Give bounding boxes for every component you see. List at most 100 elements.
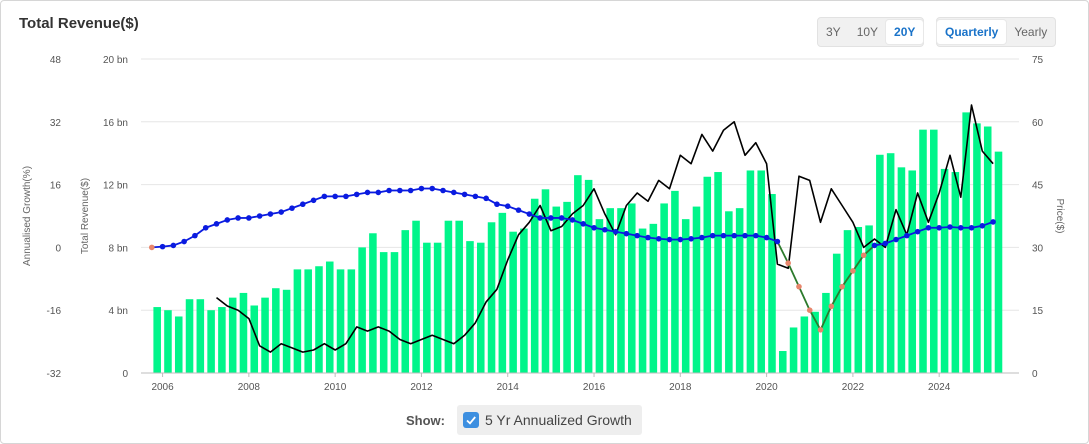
revenue-bar xyxy=(789,327,798,373)
growth-point xyxy=(860,252,867,259)
growth-point xyxy=(817,327,824,333)
revenue-bar xyxy=(584,179,593,373)
growth-tick-label: 32 xyxy=(50,118,62,129)
period-button-quarterly[interactable]: Quarterly xyxy=(937,20,1007,44)
revenue-bar xyxy=(671,190,679,373)
growth-point xyxy=(397,187,403,194)
growth-point xyxy=(655,235,662,242)
growth-segment xyxy=(798,286,811,311)
revenue-bar xyxy=(897,167,906,373)
growth-point xyxy=(375,189,382,196)
period-button-yearly[interactable]: Yearly xyxy=(1014,25,1048,39)
growth-tick-label: 48 xyxy=(50,55,62,66)
revenue-bar xyxy=(498,212,507,373)
growth-point xyxy=(968,224,975,231)
revenue-bar xyxy=(433,242,442,373)
growth-point xyxy=(580,221,587,227)
revenue-bar xyxy=(487,222,496,373)
x-tick-label: 2018 xyxy=(669,382,692,393)
price-tick-label: 60 xyxy=(1032,118,1044,129)
x-tick-label: 2012 xyxy=(410,382,433,393)
growth-tick-label: 0 xyxy=(55,243,61,254)
revenue-bar xyxy=(930,129,938,373)
growth-segment xyxy=(841,270,854,288)
revenue-bar xyxy=(940,168,949,373)
growth-point xyxy=(202,224,209,231)
revenue-bar xyxy=(735,208,744,373)
growth-point xyxy=(192,232,198,239)
revenue-bar xyxy=(822,292,830,373)
growth-point xyxy=(472,193,479,200)
revenue-bar xyxy=(466,241,474,373)
growth-point xyxy=(267,211,274,217)
revenue-bar xyxy=(293,269,302,373)
revenue-bar xyxy=(272,288,280,373)
price-tick-label: 45 xyxy=(1032,181,1044,192)
growth-point xyxy=(602,226,608,233)
revenue-bar xyxy=(304,269,312,373)
growth-point xyxy=(235,215,241,221)
x-tick-label: 2020 xyxy=(755,382,778,393)
growth-axis-title: Annualised Growth(%) xyxy=(22,166,33,266)
growth-point xyxy=(440,187,446,194)
growth-point xyxy=(720,232,727,239)
price-tick-label: 75 xyxy=(1032,55,1044,66)
revenue-bar xyxy=(541,189,550,373)
growth-point xyxy=(494,201,500,208)
growth-point xyxy=(709,232,716,239)
growth-point xyxy=(699,234,705,241)
range-button-10y[interactable]: 10Y xyxy=(856,25,879,39)
growth-point xyxy=(418,185,425,192)
growth-point xyxy=(256,213,263,219)
growth-segment xyxy=(852,254,865,272)
revenue-bar xyxy=(660,203,668,373)
revenue-bar xyxy=(455,220,463,373)
revenue-bar xyxy=(196,299,205,373)
growth-point xyxy=(753,232,759,239)
revenue-bar xyxy=(757,170,765,373)
price-tick-label: 0 xyxy=(1032,369,1038,380)
revenue-axis-title: Total Revenue($) xyxy=(80,178,91,254)
growth-segment xyxy=(819,305,833,331)
revenue-bar xyxy=(627,203,636,373)
growth-point xyxy=(634,232,640,239)
growth-point xyxy=(148,244,155,251)
revenue-bar xyxy=(552,206,561,373)
revenue-bar xyxy=(530,198,539,373)
growth-point xyxy=(159,243,166,250)
range-button-3y[interactable]: 3Y xyxy=(826,25,841,39)
x-tick-label: 2010 xyxy=(324,382,347,393)
revenue-bar xyxy=(509,231,517,373)
show-options: Show: 5 Yr Annualized Growth xyxy=(406,405,642,435)
revenue-bar xyxy=(994,151,1003,373)
growth-point xyxy=(310,197,317,204)
revenue-bar xyxy=(369,233,377,373)
check-icon xyxy=(466,416,476,425)
growth-point xyxy=(731,232,738,239)
revenue-bar xyxy=(832,253,841,373)
growth-point xyxy=(170,242,177,249)
growth-checkbox[interactable] xyxy=(463,412,479,428)
revenue-bar xyxy=(185,299,194,373)
revenue-bar xyxy=(746,170,755,373)
growth-toggle[interactable]: 5 Yr Annualized Growth xyxy=(457,405,642,435)
growth-point xyxy=(806,307,813,314)
growth-segment xyxy=(830,286,843,307)
growth-point xyxy=(548,215,554,221)
revenue-bar xyxy=(703,176,712,373)
growth-point xyxy=(677,236,684,243)
growth-point xyxy=(407,187,414,194)
growth-point xyxy=(850,268,856,274)
revenue-bar xyxy=(476,242,485,373)
revenue-bar xyxy=(779,351,787,373)
revenue-bar xyxy=(250,305,259,373)
revenue-bar xyxy=(854,226,863,373)
range-button-20y[interactable]: 20Y xyxy=(886,20,924,44)
revenue-bar xyxy=(228,297,237,373)
revenue-bar xyxy=(681,219,690,373)
revenue-bar xyxy=(800,316,809,373)
price-tick-label: 15 xyxy=(1032,306,1044,317)
growth-point xyxy=(504,203,511,209)
growth-tick-label: -16 xyxy=(47,306,62,317)
